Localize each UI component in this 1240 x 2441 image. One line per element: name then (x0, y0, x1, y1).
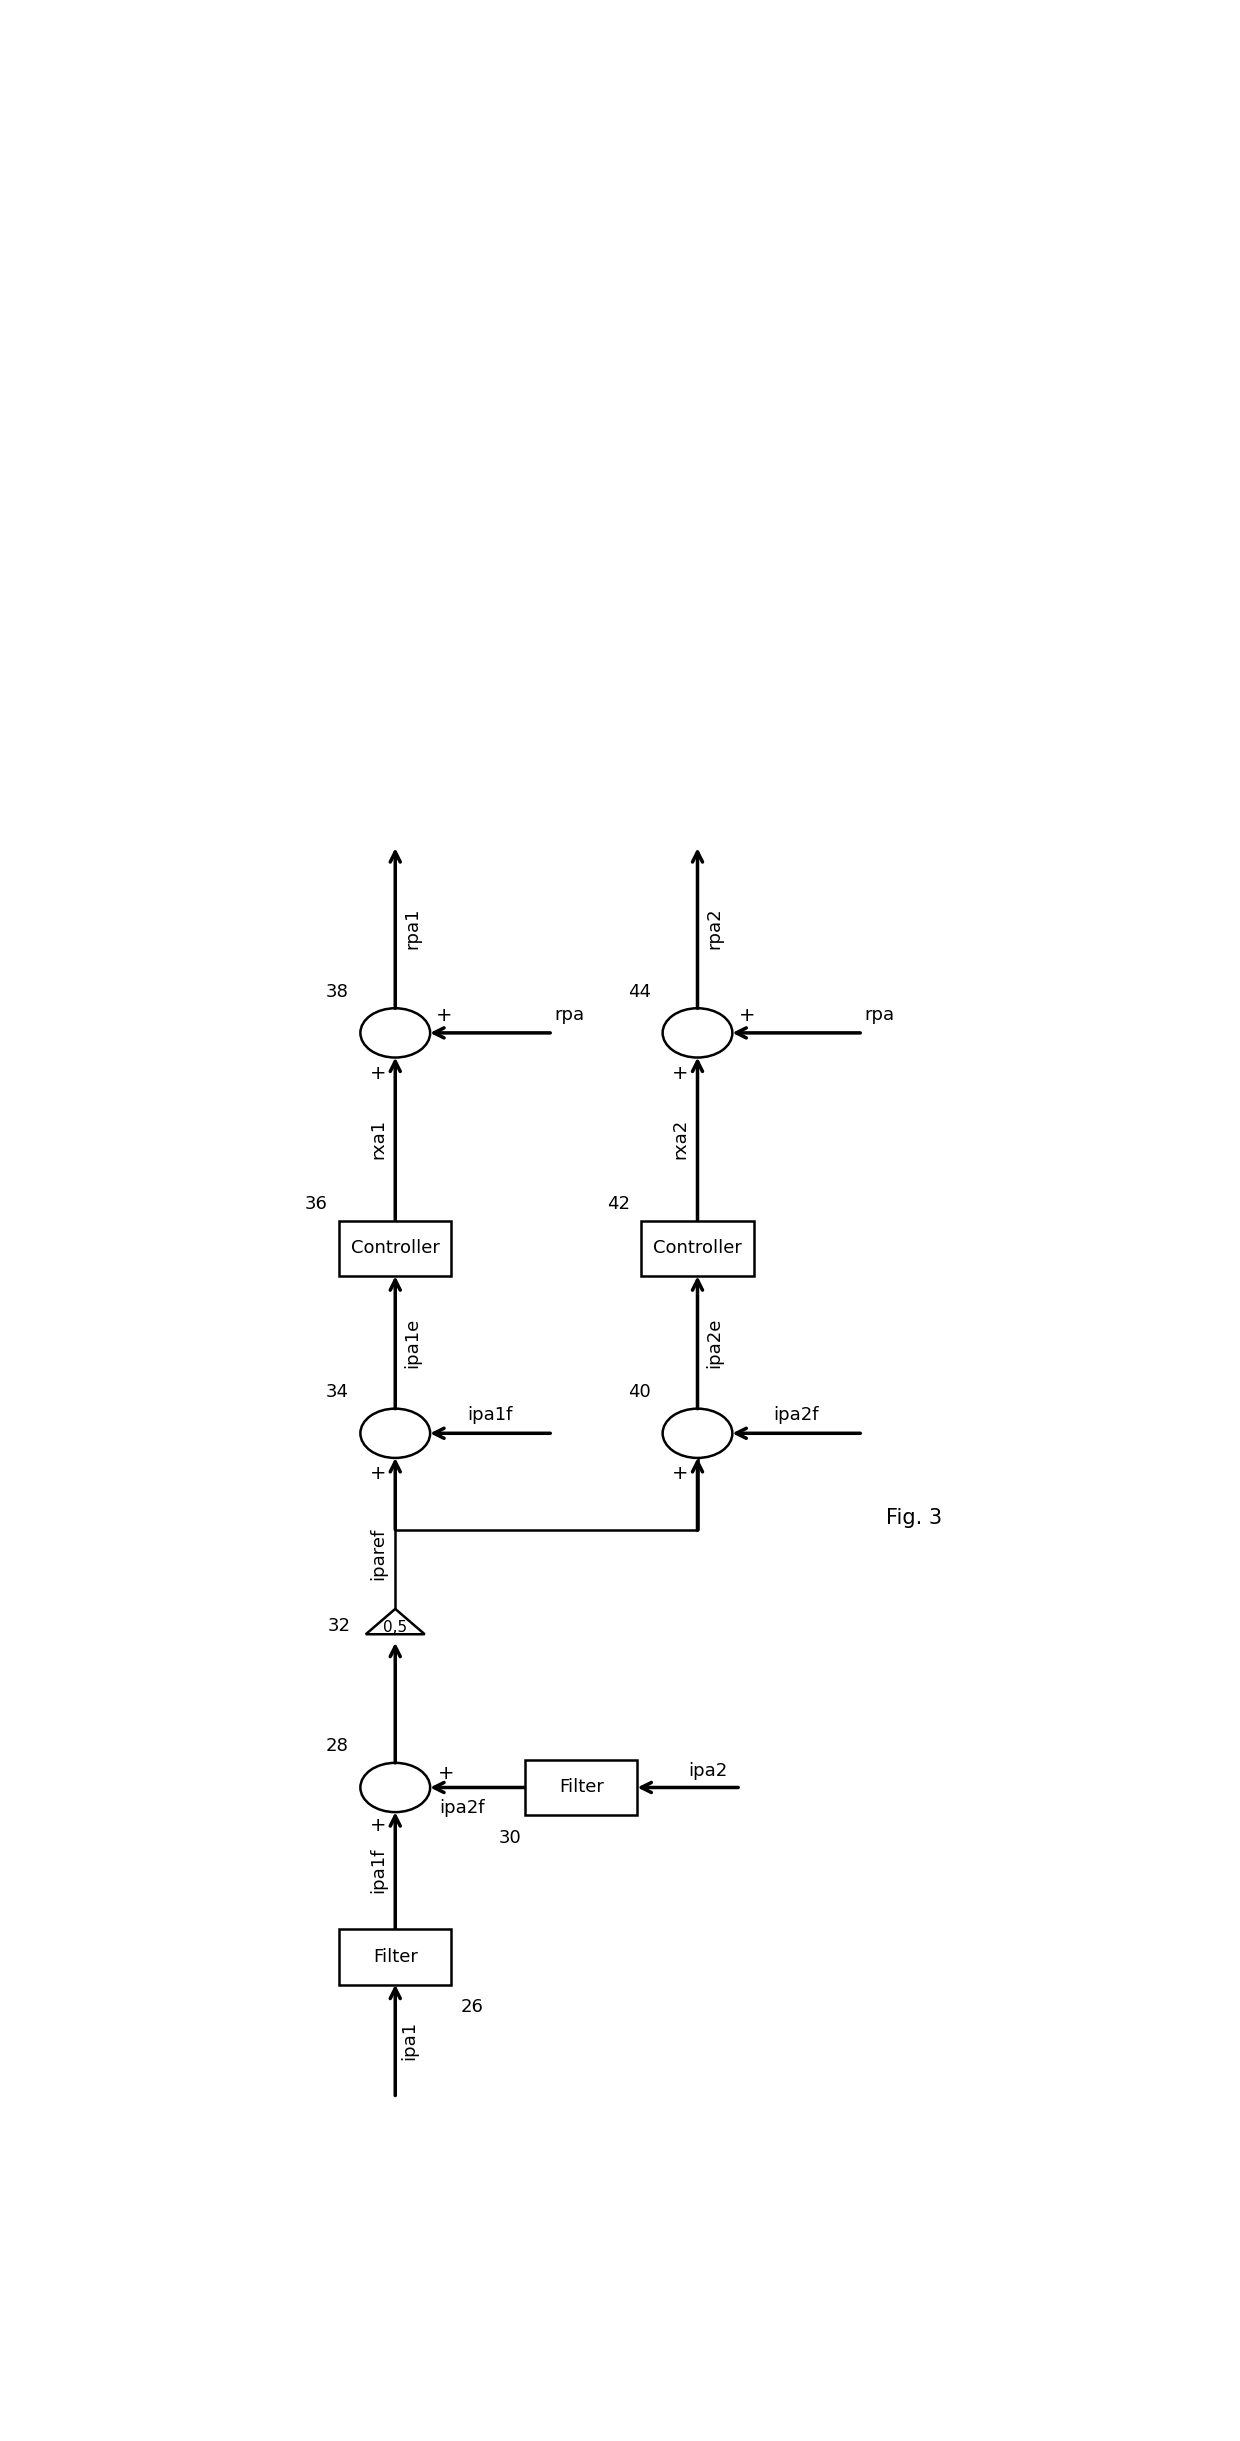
Text: -: - (737, 1423, 745, 1443)
Text: iparef: iparef (370, 1528, 387, 1579)
Text: Fig. 3: Fig. 3 (887, 1509, 942, 1528)
Bar (525, 1760, 637, 1816)
Text: Controller: Controller (351, 1240, 440, 1257)
Text: 28: 28 (326, 1738, 348, 1755)
Text: 36: 36 (305, 1196, 327, 1213)
Bar (339, 1220, 451, 1277)
Text: rpa: rpa (864, 1006, 894, 1023)
Text: +: + (370, 1465, 386, 1484)
Text: Filter: Filter (559, 1779, 604, 1797)
Text: 30: 30 (498, 1828, 521, 1848)
Text: ipa1f: ipa1f (370, 1848, 387, 1894)
Text: 38: 38 (326, 984, 348, 1001)
Text: rxa2: rxa2 (672, 1118, 689, 1159)
Text: +: + (672, 1064, 688, 1084)
Text: 42: 42 (606, 1196, 630, 1213)
Text: +: + (370, 1816, 386, 1836)
Text: ipa1: ipa1 (401, 2021, 419, 2060)
Polygon shape (366, 1609, 424, 1633)
Text: -: - (435, 1423, 443, 1443)
Text: ipa2: ipa2 (688, 1762, 727, 1779)
Text: ipa2f: ipa2f (439, 1799, 485, 1816)
Text: ipa2f: ipa2f (774, 1406, 820, 1423)
Text: rxa1: rxa1 (370, 1118, 387, 1159)
Text: 32: 32 (327, 1616, 351, 1635)
Text: 26: 26 (461, 1999, 484, 2016)
Text: Controller: Controller (653, 1240, 742, 1257)
Text: +: + (436, 1006, 453, 1025)
Text: +: + (672, 1465, 688, 1484)
Text: rpa1: rpa1 (403, 908, 422, 950)
Text: ipa1f: ipa1f (467, 1406, 513, 1423)
Text: rpa2: rpa2 (706, 908, 723, 950)
Text: 44: 44 (627, 984, 651, 1001)
Text: Filter: Filter (373, 1948, 418, 1965)
Text: 0,5: 0,5 (383, 1621, 407, 1635)
Text: +: + (739, 1006, 755, 1025)
Text: +: + (370, 1064, 386, 1084)
Text: rpa: rpa (554, 1006, 584, 1023)
Text: ipa2e: ipa2e (706, 1318, 723, 1367)
Bar (339, 1928, 451, 1985)
Text: 40: 40 (629, 1384, 651, 1401)
Text: 34: 34 (326, 1384, 348, 1401)
Bar (641, 1220, 754, 1277)
Text: +: + (438, 1765, 454, 1782)
Text: ipa1e: ipa1e (403, 1318, 422, 1367)
